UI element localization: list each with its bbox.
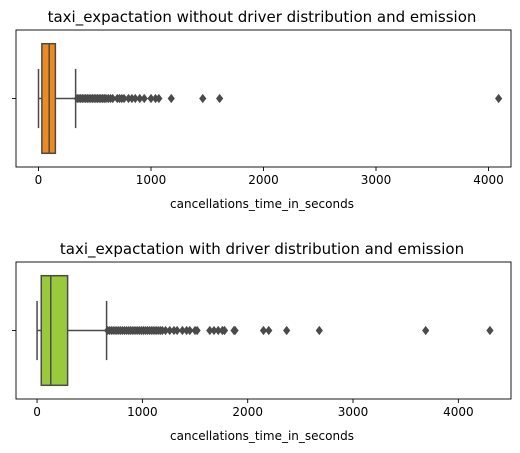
outlier-point — [120, 93, 128, 104]
outlier-point — [166, 325, 174, 336]
outlier-point — [495, 93, 503, 104]
outlier-point — [210, 325, 218, 336]
outlier-point — [131, 93, 139, 104]
iqr-box — [40, 274, 69, 387]
outlier-point — [161, 325, 170, 336]
x-tick-label: 0 — [35, 173, 43, 187]
outlier-point — [109, 93, 117, 104]
x-tick-label: 4000 — [443, 405, 474, 419]
outlier-point — [147, 93, 155, 104]
boxplot-panel-top: taxi_expactation without driver distribu… — [12, 8, 512, 211]
outlier-point — [220, 325, 229, 336]
outlier-point — [216, 93, 224, 104]
outlier-point — [231, 325, 239, 336]
outlier-point — [167, 93, 175, 104]
outlier-point — [214, 325, 222, 336]
outlier-point — [178, 325, 187, 336]
x-tick-label: 2000 — [248, 173, 279, 187]
outlier-point — [259, 325, 268, 336]
outlier-point — [315, 325, 323, 336]
outlier-point — [186, 325, 194, 336]
chart-title-top: taxi_expactation without driver distribu… — [48, 8, 477, 27]
x-tick-label: 0 — [33, 405, 41, 419]
outlier-point — [283, 325, 291, 336]
x-axis-label-top: cancellations_time_in_seconds — [170, 197, 354, 211]
x-tick-label: 3000 — [338, 405, 369, 419]
boxplot-panel-bottom: taxi_expactation with driver distributio… — [12, 240, 512, 443]
x-tick-label: 4000 — [473, 173, 504, 187]
x-tick-label: 1000 — [127, 405, 158, 419]
outlier-point — [173, 325, 181, 336]
outlier-point — [193, 325, 201, 336]
outlier-point — [206, 325, 214, 336]
outlier-point — [422, 325, 430, 336]
x-tick-label: 3000 — [361, 173, 392, 187]
chart-title-bottom: taxi_expactation with driver distributio… — [60, 240, 464, 259]
outlier-point — [155, 93, 163, 104]
outlier-point — [486, 325, 494, 336]
outlier-point — [199, 93, 207, 104]
outlier-point — [140, 93, 148, 104]
x-axis-label-bottom: cancellations_time_in_seconds — [170, 429, 354, 443]
x-tick-label: 1000 — [136, 173, 167, 187]
outlier-point — [136, 93, 144, 104]
x-tick-label: 2000 — [232, 405, 263, 419]
outlier-point — [265, 325, 273, 336]
